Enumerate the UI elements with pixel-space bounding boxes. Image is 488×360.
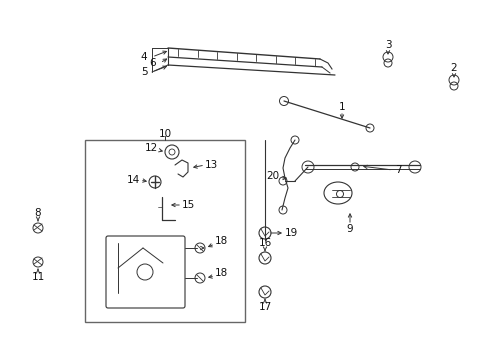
- Text: 20: 20: [266, 171, 279, 181]
- Text: 1: 1: [338, 102, 345, 112]
- Text: 19: 19: [284, 228, 297, 238]
- Text: 12: 12: [144, 143, 157, 153]
- Text: 10: 10: [158, 129, 171, 139]
- Text: 18: 18: [214, 236, 227, 246]
- Text: 3: 3: [384, 40, 390, 50]
- Bar: [85, 140, 244, 322]
- Text: 7: 7: [394, 165, 401, 175]
- Text: 2: 2: [450, 63, 456, 73]
- Text: 17: 17: [258, 302, 271, 312]
- Text: 15: 15: [181, 200, 194, 210]
- Text: 5: 5: [141, 67, 147, 77]
- Text: 18: 18: [214, 268, 227, 278]
- Text: 16: 16: [258, 238, 271, 248]
- Text: 13: 13: [204, 160, 217, 170]
- Text: 11: 11: [31, 272, 44, 282]
- Text: 8: 8: [35, 208, 41, 218]
- Text: 4: 4: [141, 52, 147, 62]
- Text: 9: 9: [346, 224, 353, 234]
- Text: 14: 14: [126, 175, 140, 185]
- Text: 6: 6: [149, 58, 156, 68]
